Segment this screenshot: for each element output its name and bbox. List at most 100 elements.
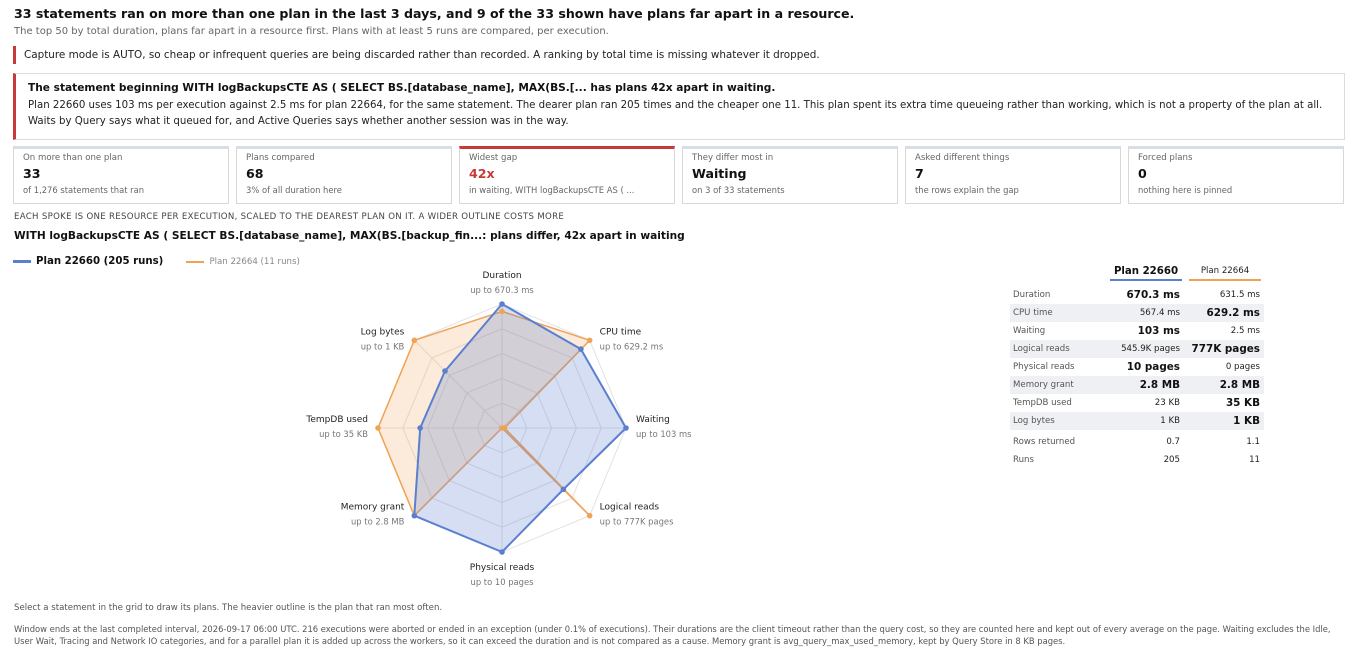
comparison-value-plan-a: 103 ms: [1137, 325, 1180, 337]
comparison-metric: Duration: [1013, 290, 1051, 300]
radar-point-plan-a: [578, 346, 584, 352]
comparison-value-plan-b: 1 KB: [1233, 415, 1260, 427]
radar-point-plan-a: [417, 425, 423, 431]
radar-axis-label: Logical reads: [600, 503, 660, 513]
legend-label-plan-b: Plan 22664 (11 runs): [209, 257, 300, 267]
finding-callout: The statement beginning WITH logBackupsC…: [13, 73, 1345, 140]
comparison-row: Duration 670.3 ms 631.5 ms: [1010, 286, 1264, 304]
card-subtext: in waiting, WITH logBackupsCTE AS ( ...: [469, 185, 635, 195]
radar-axis-label: Waiting: [636, 415, 670, 425]
radar-axis-scale: up to 2.8 MB: [351, 517, 405, 527]
radar-point-plan-a: [560, 486, 567, 493]
card-label: Widest gap: [469, 153, 518, 163]
comparison-value-plan-a: 1 KB: [1160, 416, 1180, 426]
summary-card[interactable]: Forced plans 0 nothing here is pinned: [1128, 146, 1344, 204]
comparison-metric: Physical reads: [1013, 362, 1075, 372]
comparison-metric: Waiting: [1013, 326, 1046, 336]
radar-axis-label: Duration: [482, 271, 521, 281]
comparison-header-plan-b: Plan 22664: [1189, 266, 1261, 281]
comparison-metric: Memory grant: [1013, 380, 1074, 390]
radar-axis-label: Memory grant: [341, 503, 405, 513]
chart-title: WITH logBackupsCTE AS ( SELECT BS.[datab…: [14, 230, 685, 242]
comparison-metric: Runs: [1013, 455, 1034, 465]
comparison-row: CPU time 567.4 ms 629.2 ms: [1010, 304, 1264, 322]
comparison-metric: CPU time: [1013, 308, 1053, 318]
comparison-value-plan-b: 2.8 MB: [1219, 379, 1260, 391]
comparison-row: Memory grant 2.8 MB 2.8 MB: [1010, 376, 1264, 394]
comparison-value-plan-b: 2.5 ms: [1230, 326, 1260, 336]
radar-axis-label: TempDB used: [305, 415, 368, 425]
comparison-value-plan-a: 10 pages: [1126, 361, 1180, 373]
card-subtext: 3% of all duration here: [246, 185, 342, 195]
summary-card[interactable]: On more than one plan 33 of 1,276 statemen…: [13, 146, 229, 204]
page-headline: 33 statements ran on more than one plan …: [14, 6, 855, 21]
radar-point-plan-a: [499, 301, 505, 307]
comparison-value-plan-a: 0.7: [1166, 437, 1180, 447]
comparison-value-plan-b: 629.2 ms: [1206, 307, 1261, 319]
legend-item-plan-b[interactable]: Plan 22664 (11 runs): [186, 257, 300, 267]
card-value: 0: [1138, 166, 1147, 181]
radar-spoke: [413, 339, 503, 429]
card-subtext: of 1,276 statements that ran: [23, 185, 145, 195]
comparison-value-plan-b: 777K pages: [1191, 343, 1260, 355]
comparison-metric: Rows returned: [1013, 437, 1076, 447]
comparison-row: TempDB used 23 KB 35 KB: [1010, 394, 1264, 412]
radar-point-plan-b: [499, 425, 505, 431]
radar-axis-scale: up to 1 KB: [361, 341, 405, 351]
radar-point-plan-b: [586, 512, 593, 519]
comparison-row: Logical reads 545.9K pages 777K pages: [1010, 340, 1264, 358]
radar-axis-scale: up to 629.2 ms: [600, 341, 664, 351]
footnote: Window ends at the last completed interv…: [14, 624, 1331, 646]
radar-axis-label: CPU time: [600, 327, 642, 337]
legend-swatch-plan-b: [186, 261, 205, 263]
radar-point-plan-a: [623, 425, 629, 431]
card-subtext: the rows explain the gap: [915, 185, 1019, 195]
radar-axis-scale: up to 777K pages: [600, 517, 674, 527]
comparison-rows: Duration 670.3 ms 631.5 ms CPU time 567.4 ms…: [1010, 286, 1264, 430]
plan-comparison-table: Plan 22660 Plan 22664 Duration 670.3 ms 63…: [1010, 266, 1264, 469]
finding-title: The statement beginning WITH logBackupsC…: [28, 82, 776, 94]
radar-point-plan-b: [499, 308, 505, 315]
comparison-header: Plan 22660 Plan 22664: [1010, 266, 1264, 286]
comparison-value-plan-b: 631.5 ms: [1219, 290, 1260, 300]
comparison-row: Waiting 103 ms 2.5 ms: [1010, 322, 1264, 340]
radar-axis-label: Physical reads: [470, 563, 535, 573]
radar-point-plan-a: [411, 512, 418, 519]
comparison-metric: Logical reads: [1013, 344, 1070, 354]
summary-card[interactable]: Widest gap 42x in waiting, WITH logBackups…: [459, 146, 675, 204]
summary-card[interactable]: They differ most in Waiting on 3 of 33 sta…: [682, 146, 898, 204]
comparison-value-plan-a: 567.4 ms: [1139, 308, 1180, 318]
radar-chart: Duration up to 670.3 ms CPU time up to 629.…: [305, 271, 692, 587]
card-label: On more than one plan: [23, 153, 123, 163]
summary-card[interactable]: Asked different things 7 the rows explain …: [905, 146, 1121, 204]
comparison-value-plan-a: 670.3 ms: [1126, 289, 1181, 301]
card-value: 42x: [469, 166, 495, 181]
card-value: 7: [915, 166, 924, 181]
radar-caption: EACH SPOKE IS ONE RESOURCE PER EXECUTION…: [14, 212, 565, 222]
card-value: 68: [246, 166, 264, 181]
comparison-value-plan-a: 205: [1163, 455, 1180, 465]
comparison-value-plan-b: 35 KB: [1225, 397, 1260, 409]
comparison-metric: TempDB used: [1013, 398, 1072, 408]
legend-swatch-plan-a: [13, 260, 31, 263]
card-label: Asked different things: [915, 153, 1010, 163]
radar-point-plan-a: [499, 549, 505, 555]
card-label: They differ most in: [692, 153, 774, 163]
selection-hint: Select a statement in the grid to draw i…: [14, 603, 443, 613]
comparison-value-plan-a: 545.9K pages: [1121, 344, 1180, 354]
card-subtext: nothing here is pinned: [1138, 185, 1233, 195]
radar-axis-scale: up to 103 ms: [636, 429, 692, 439]
comparison-row: Physical reads 10 pages 0 pages: [1010, 358, 1264, 376]
radar-axis-label: Log bytes: [361, 327, 405, 337]
finding-body: Plan 22660 uses 103 ms per execution aga…: [28, 100, 1323, 127]
comparison-row: Log bytes 1 KB 1 KB: [1010, 412, 1264, 430]
radar-point-plan-a: [442, 368, 448, 374]
card-label: Plans compared: [246, 153, 315, 163]
radar-point-plan-b: [375, 425, 381, 431]
chart-legend: Plan 22660 (205 runs) Plan 22664 (11 run…: [13, 248, 318, 267]
summary-card[interactable]: Plans compared 68 3% of all duration here: [236, 146, 452, 204]
legend-item-plan-a[interactable]: Plan 22660 (205 runs): [13, 256, 163, 267]
radar-axis-scale: up to 10 pages: [471, 577, 534, 587]
card-value: Waiting: [692, 166, 747, 181]
comparison-value-plan-b: 1.1: [1246, 437, 1260, 447]
